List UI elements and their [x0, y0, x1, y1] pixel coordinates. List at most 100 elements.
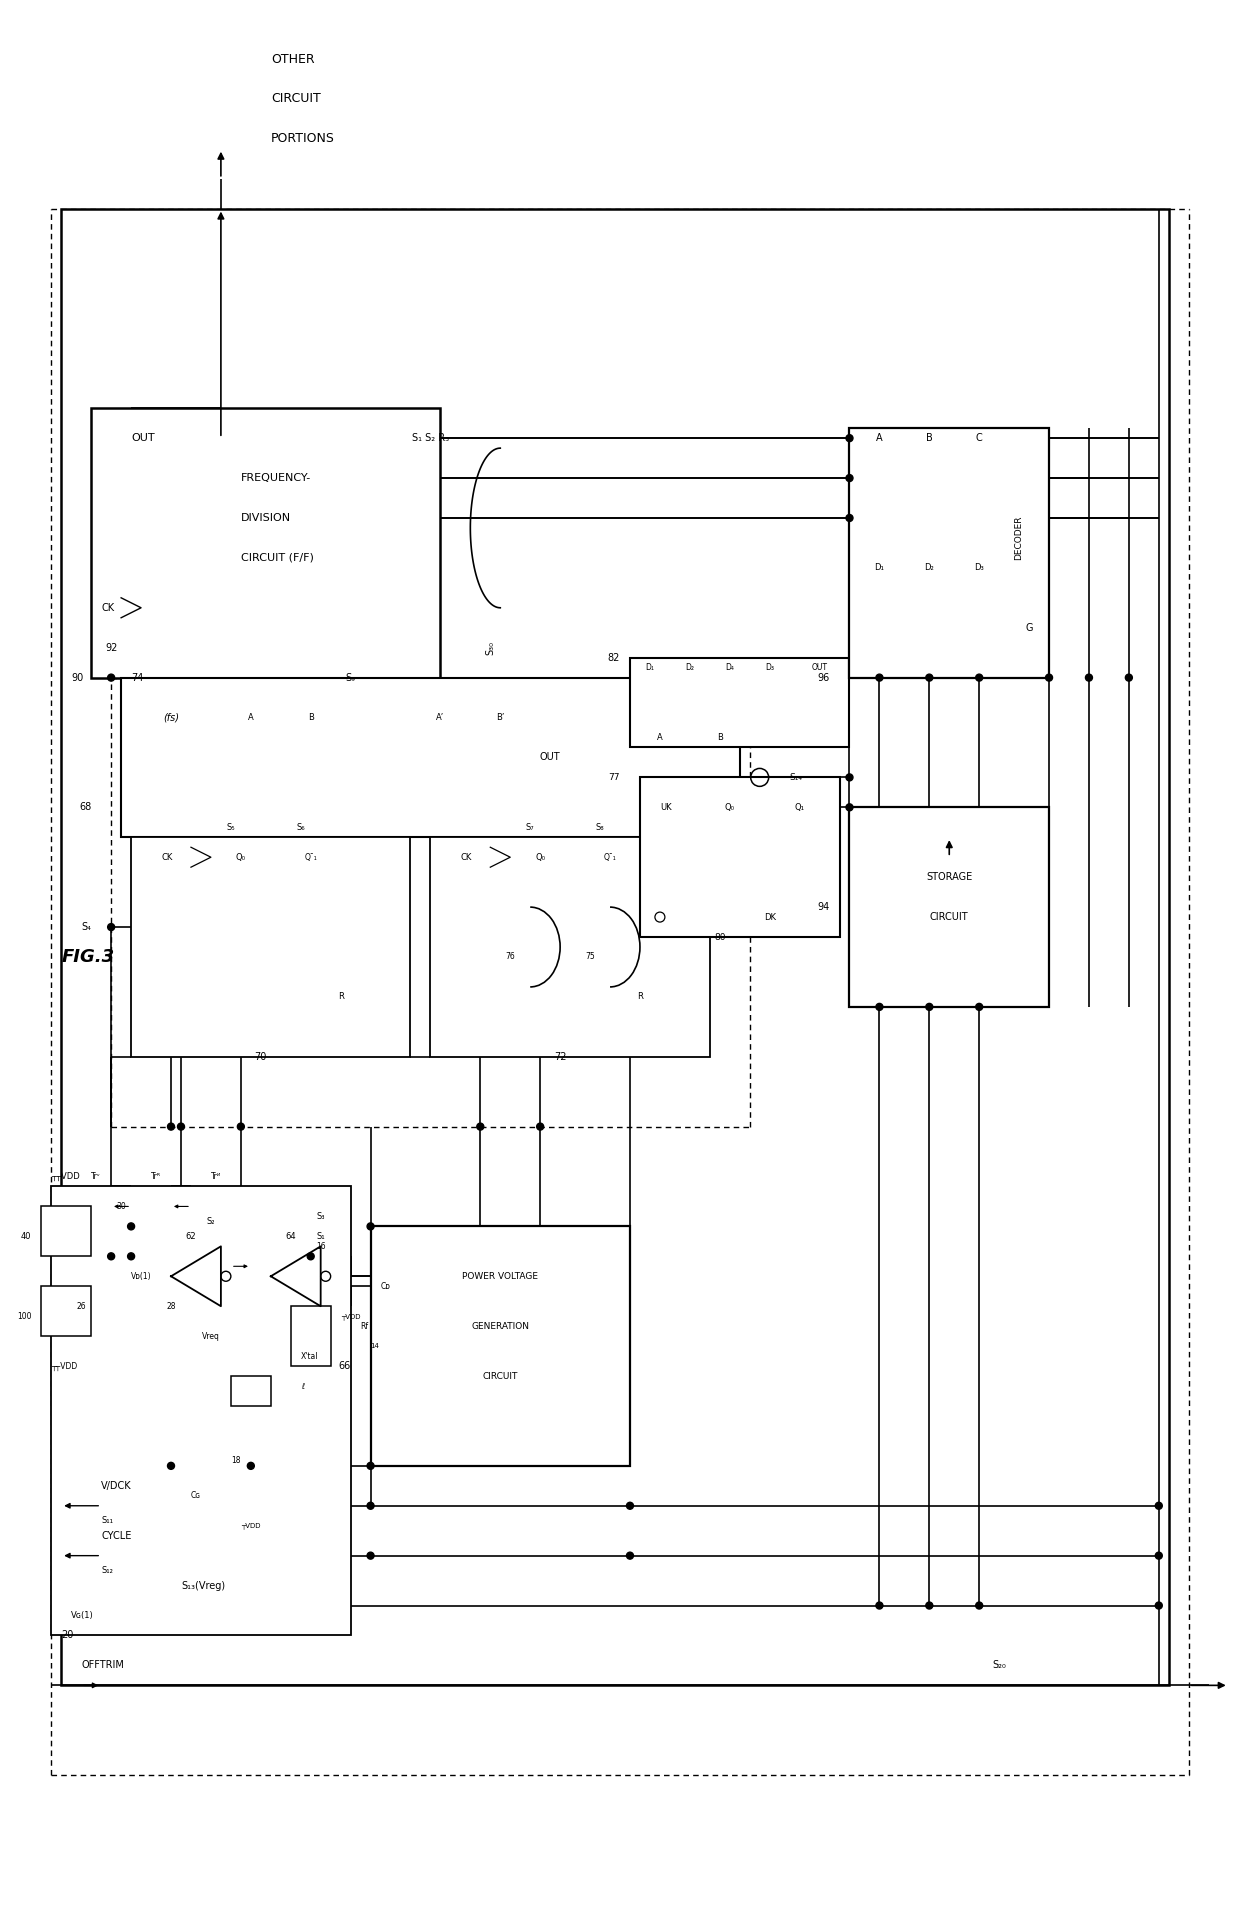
Bar — [231, 1377, 270, 1405]
Text: CK: CK — [161, 852, 172, 862]
Text: S₉: S₉ — [346, 673, 356, 683]
Text: V/DCK: V/DCK — [102, 1482, 131, 1491]
Text: S₃: S₃ — [316, 1213, 325, 1220]
Text: 80: 80 — [714, 933, 725, 942]
Text: 64: 64 — [285, 1232, 296, 1241]
Text: 82: 82 — [608, 652, 620, 662]
Text: OFFTRIM: OFFTRIM — [81, 1661, 124, 1671]
Text: DECODER: DECODER — [1014, 515, 1023, 561]
Bar — [849, 429, 1049, 677]
Circle shape — [846, 435, 853, 442]
Text: ┬VDD: ┬VDD — [241, 1522, 260, 1529]
Text: 14: 14 — [371, 1343, 379, 1348]
Circle shape — [177, 1123, 185, 1131]
Text: R: R — [637, 992, 642, 1001]
Circle shape — [1045, 675, 1053, 681]
Bar — [61, 208, 1169, 1686]
Text: A: A — [248, 713, 254, 723]
Circle shape — [537, 1123, 543, 1131]
Text: 40: 40 — [21, 1232, 31, 1241]
Text: ┬VDD: ┬VDD — [341, 1312, 361, 1320]
Text: S₇: S₇ — [526, 822, 534, 831]
Text: Q₀: Q₀ — [536, 852, 546, 862]
Text: Trᴻ: Trᴻ — [211, 1173, 221, 1180]
Circle shape — [1156, 1503, 1162, 1508]
Text: CYCLE: CYCLE — [102, 1531, 131, 1541]
Text: PORTIONS: PORTIONS — [270, 132, 335, 145]
Circle shape — [875, 675, 883, 681]
Text: B’: B’ — [496, 713, 505, 723]
Bar — [92, 408, 440, 677]
Text: Cɢ: Cɢ — [191, 1491, 201, 1501]
Text: Q₀: Q₀ — [724, 803, 735, 812]
Text: 20: 20 — [61, 1630, 73, 1640]
Text: 90: 90 — [71, 673, 83, 683]
Text: Trᵛ: Trᵛ — [92, 1173, 102, 1180]
Bar — [41, 1285, 92, 1337]
Text: S₂: S₂ — [207, 1217, 216, 1226]
Bar — [630, 658, 849, 748]
Text: Q¯₁: Q¯₁ — [304, 852, 317, 862]
Text: 62: 62 — [186, 1232, 196, 1241]
Circle shape — [875, 1003, 883, 1011]
Circle shape — [367, 1222, 374, 1230]
Text: S₅: S₅ — [227, 822, 236, 831]
Circle shape — [367, 1463, 374, 1468]
Text: D₃: D₃ — [765, 664, 774, 671]
Circle shape — [846, 475, 853, 482]
Text: GENERATION: GENERATION — [471, 1322, 529, 1331]
Circle shape — [846, 774, 853, 780]
Text: 66: 66 — [339, 1362, 351, 1371]
Text: Q¯₁: Q¯₁ — [604, 852, 616, 862]
Bar — [122, 677, 740, 837]
Circle shape — [367, 1552, 374, 1560]
Text: CIRCUIT (F/F): CIRCUIT (F/F) — [241, 553, 314, 563]
Text: Q₁: Q₁ — [795, 803, 805, 812]
Text: Vᴅ(1): Vᴅ(1) — [131, 1272, 151, 1282]
Circle shape — [237, 1123, 244, 1131]
Text: D₁: D₁ — [874, 563, 884, 572]
Text: S₁ S₂ R₃: S₁ S₂ R₃ — [412, 433, 449, 442]
Text: CK: CK — [460, 852, 471, 862]
Text: D₄: D₄ — [725, 664, 734, 671]
Text: Vɢ(1): Vɢ(1) — [71, 1611, 94, 1621]
Text: D₃: D₃ — [975, 563, 985, 572]
Text: CIRCUIT: CIRCUIT — [930, 912, 968, 923]
Text: 16: 16 — [316, 1241, 325, 1251]
Circle shape — [976, 1003, 982, 1011]
Text: X'tal: X'tal — [301, 1352, 319, 1360]
Text: 30: 30 — [117, 1201, 126, 1211]
Circle shape — [247, 1463, 254, 1468]
Text: 75: 75 — [585, 952, 595, 961]
Text: D₂: D₂ — [925, 563, 934, 572]
Text: 18: 18 — [232, 1457, 241, 1465]
Circle shape — [1085, 675, 1092, 681]
Circle shape — [1156, 1552, 1162, 1560]
Circle shape — [167, 1463, 175, 1468]
Text: 76: 76 — [506, 952, 515, 961]
Text: B: B — [926, 433, 932, 442]
Text: D₁: D₁ — [646, 664, 655, 671]
Text: STORAGE: STORAGE — [926, 871, 972, 883]
Text: CIRCUIT: CIRCUIT — [270, 92, 320, 105]
Text: S₃₀: S₃₀ — [485, 641, 495, 654]
Text: CK: CK — [102, 603, 114, 612]
Text: Q₀: Q₀ — [236, 852, 246, 862]
Text: S₄: S₄ — [81, 923, 92, 933]
Circle shape — [108, 1253, 114, 1261]
Text: DIVISION: DIVISION — [241, 513, 291, 523]
Text: 77: 77 — [609, 772, 620, 782]
Text: 72: 72 — [554, 1053, 567, 1062]
Text: B: B — [308, 713, 314, 723]
Circle shape — [108, 923, 114, 931]
Text: UK: UK — [660, 803, 672, 812]
Bar — [290, 1306, 331, 1365]
Text: 74: 74 — [131, 673, 144, 683]
Text: (fs): (fs) — [162, 713, 179, 723]
Text: S₁₂: S₁₂ — [102, 1566, 113, 1575]
Circle shape — [875, 1602, 883, 1610]
Circle shape — [128, 1253, 135, 1261]
Bar — [51, 1186, 351, 1636]
Text: Vreq: Vreq — [202, 1331, 219, 1341]
Text: OUT: OUT — [539, 753, 560, 763]
